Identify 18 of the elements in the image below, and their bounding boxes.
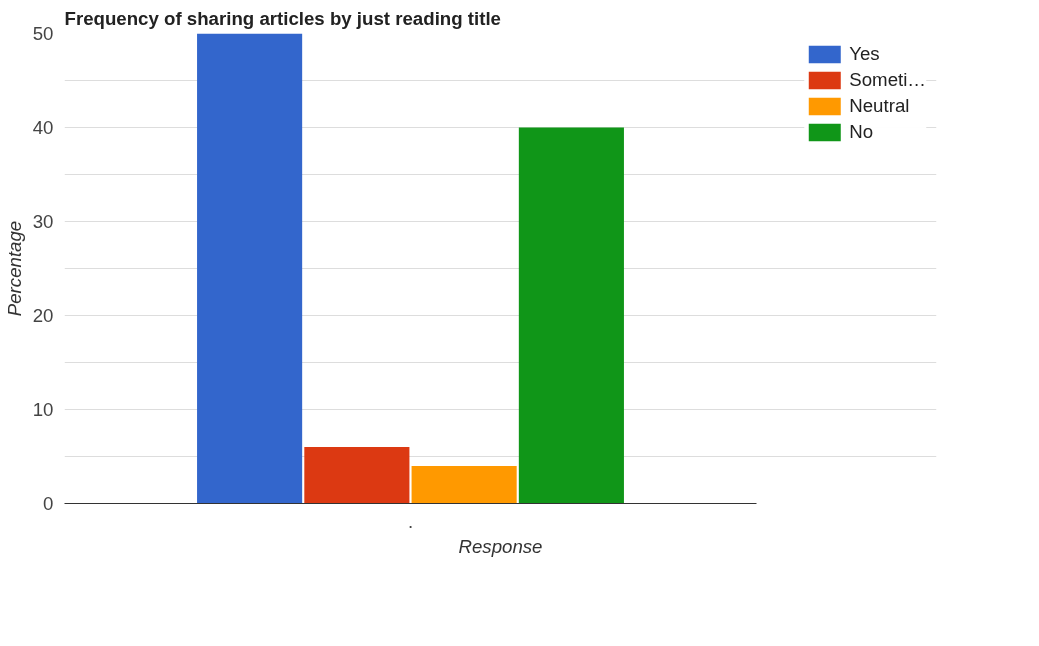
y-tick-label: 30 [32,211,54,232]
x-axis-title: Response [458,535,543,557]
legend-label: Someti… [849,69,926,91]
y-tick-label: 50 [32,23,54,44]
y-tick-label: 0 [43,493,54,514]
y-tick-label: 20 [32,305,54,326]
legend-label: Neutral [849,95,910,117]
legend-label: Yes [849,43,880,65]
x-tick-label: . [407,510,414,532]
y-tick-label: 40 [32,117,54,138]
y-axis-title: Percentage [3,220,25,317]
bar [304,447,410,504]
legend-label: No [849,121,874,143]
y-tick-label: 10 [32,399,54,420]
bar [518,127,624,504]
chart-title: Frequency of sharing articles by just reading title [64,7,501,29]
bar [197,33,303,504]
bar [411,465,517,504]
